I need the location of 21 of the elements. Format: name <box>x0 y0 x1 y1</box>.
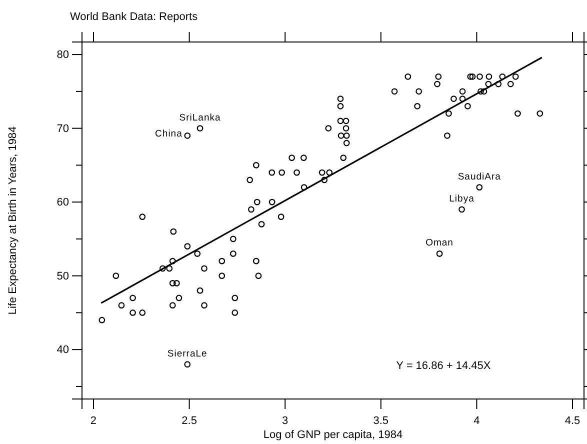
annotation: SierraLe <box>167 348 208 360</box>
annotation: Oman <box>426 238 454 249</box>
annotation: SriLanka <box>179 112 221 124</box>
annotation: SaudiAra <box>458 171 502 182</box>
y-axis-title: Life Expectancy at Birth in Years, 1984 <box>7 126 19 315</box>
x-tick-label: 3.5 <box>373 415 389 428</box>
x-tick-label: 2.5 <box>182 415 197 428</box>
y-tick-label: 70 <box>56 122 69 135</box>
x-tick-label: 4 <box>474 415 480 428</box>
y-tick-label: 60 <box>56 196 69 209</box>
y-tick-label: 80 <box>56 49 69 62</box>
x-tick-label: 3 <box>282 415 288 428</box>
x-tick-label: 2 <box>90 415 97 428</box>
annotation: China <box>155 128 183 140</box>
chart-title: World Bank Data: Reports <box>70 11 198 23</box>
y-tick-label: 50 <box>56 270 69 282</box>
annotation: Y = 16.86 + 14.45X <box>396 360 492 372</box>
annotation: Libya <box>449 193 475 204</box>
x-tick-label: 4.5 <box>564 415 580 428</box>
y-tick-label: 40 <box>56 344 69 356</box>
x-axis-title: Log of GNP per capita, 1984 <box>263 429 403 441</box>
